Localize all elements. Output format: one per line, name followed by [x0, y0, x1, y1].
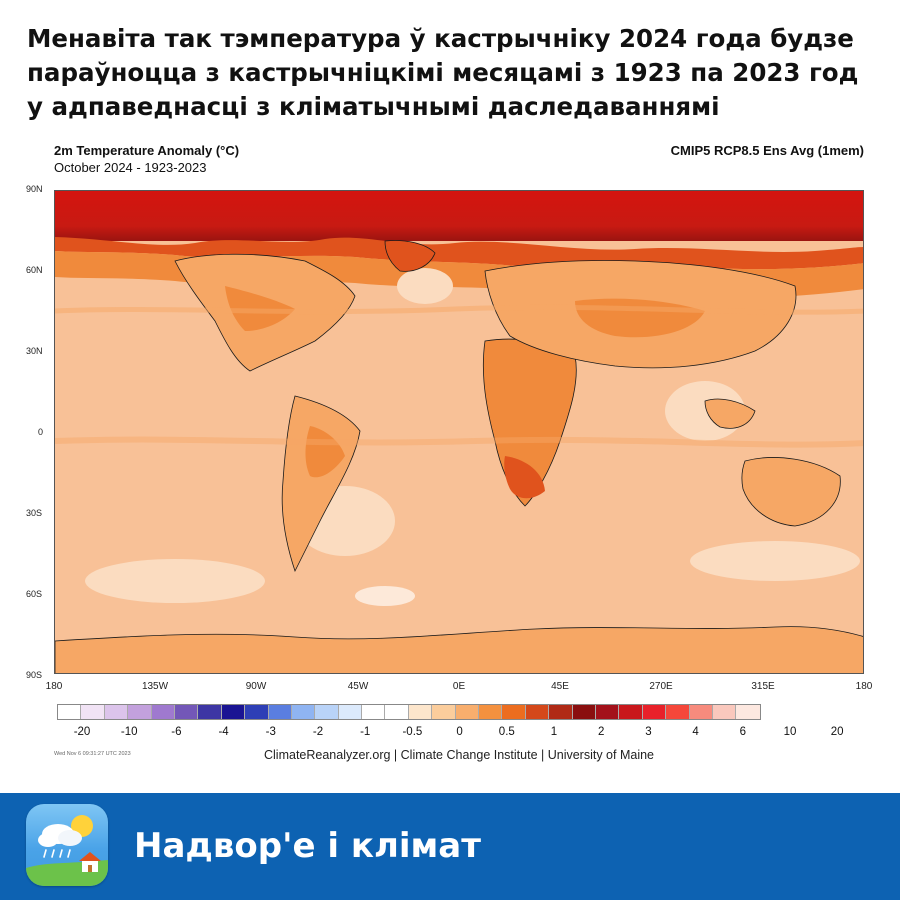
colorbar-swatch	[595, 705, 620, 719]
cool-patch-southern-indian	[690, 541, 860, 581]
colorbar-swatch	[549, 705, 573, 719]
colorbar-label: 6	[739, 726, 746, 738]
lon-label-45w: 45W	[347, 681, 369, 692]
colorbar-label: -4	[218, 726, 229, 738]
south-america-land	[281, 395, 361, 573]
colorbar-swatch	[408, 705, 433, 719]
colorbar-swatch	[58, 705, 82, 719]
contour-band-1	[55, 304, 863, 315]
colorbar-swatch	[479, 705, 503, 719]
map-title: 2m Temperature Anomaly (°C)	[54, 143, 240, 158]
cool-patch-north-atlantic	[397, 268, 453, 304]
colorbar-swatch	[245, 705, 269, 719]
cool-patch-drake-passage	[355, 586, 415, 606]
colorbar-swatch	[151, 705, 175, 719]
colorbar-swatch	[432, 705, 456, 719]
colorbar-swatch	[81, 705, 105, 719]
subarctic-anomaly-band	[55, 237, 863, 270]
lon-label-180-west: 180	[45, 681, 63, 692]
footer-banner: Надвор'е і клімат	[0, 793, 900, 900]
colorbar-label: 2	[597, 726, 605, 738]
colorbar-swatch	[455, 705, 480, 719]
lat-label-90n: 90N	[26, 184, 43, 194]
lat-label-90s: 90S	[26, 670, 43, 680]
lon-label-90w: 90W	[245, 681, 267, 692]
colorbar-swatch	[315, 705, 339, 719]
colorbar-label: -3	[265, 726, 276, 738]
map-model-label: CMIP5 RCP8.5 Ens Avg (1mem)	[670, 143, 864, 158]
colorbar-swatch	[198, 705, 222, 719]
colorbar-label: -20	[73, 726, 91, 738]
colorbar-label: 4	[692, 726, 699, 738]
colorbar-label: -6	[171, 726, 182, 738]
lon-label-270e: 270E	[649, 681, 673, 692]
lon-label-180-east: 180	[855, 681, 873, 692]
colorbar-label: -2	[312, 726, 324, 738]
colorbar-swatch	[619, 705, 643, 719]
colorbar-swatch	[221, 705, 246, 719]
anomaly-map-canvas	[55, 191, 863, 673]
lon-label-315e: 315E	[751, 681, 775, 692]
colorbar-swatch	[362, 705, 386, 719]
arctic-anomaly-band	[55, 191, 863, 241]
colorbar-swatch	[689, 705, 713, 719]
credits: ClimateReanalyzer.org | Climate Change I…	[264, 748, 654, 762]
colorbar-swatch	[736, 705, 760, 719]
footer-title: Надвор'е і клімат	[134, 826, 481, 866]
colorbar-label: 1	[550, 726, 558, 738]
colorbar-swatch	[642, 705, 667, 719]
colorbar-swatch	[128, 705, 152, 719]
map-subtitle: October 2024 - 1923-2023	[54, 160, 207, 175]
south-america-warm-core	[305, 426, 345, 478]
colorbar-label: 10	[783, 726, 797, 738]
colorbar-label: -10	[120, 726, 138, 738]
australia-land	[741, 457, 841, 527]
weather-app-icon	[26, 804, 108, 886]
weather-icon-art	[26, 815, 108, 886]
colorbar-swatch	[525, 705, 550, 719]
temperature-anomaly-figure: 2m Temperature Anomaly (°C) October 2024…	[0, 130, 900, 790]
colorbar-swatch	[268, 705, 292, 719]
colorbar-swatch	[338, 705, 363, 719]
colorbar-label: 20	[830, 726, 844, 738]
headline: Менавіта так тэмпература ў кастрычніку 2…	[27, 24, 859, 121]
rain-icon	[43, 849, 71, 858]
colorbar-label: 0	[456, 726, 463, 738]
greenland-land	[384, 240, 436, 272]
colorbar-swatch	[502, 705, 526, 719]
contour-band-2	[55, 436, 863, 448]
maritime-continent-land	[704, 398, 756, 429]
colorbar-swatch	[291, 705, 316, 719]
colorbar-label: 3	[645, 726, 652, 738]
lat-label-60n: 60N	[26, 265, 43, 275]
anomaly-map	[54, 190, 864, 674]
lat-label-30n: 30N	[26, 346, 43, 356]
lon-label-135w: 135W	[141, 681, 169, 692]
lon-label-0e: 0E	[452, 681, 466, 692]
colorbar-swatch	[572, 705, 596, 719]
antarctica-land	[55, 626, 863, 673]
timestamp: Wed Nov 6 09:31:27 UTC 2023	[54, 751, 131, 757]
colorbar-swatch	[104, 705, 129, 719]
colorbar-swatch	[385, 705, 409, 719]
colorbar	[57, 704, 761, 720]
southern-africa-warm-core	[504, 456, 545, 499]
lat-label-equator: 0	[38, 427, 44, 437]
colorbar-swatch	[174, 705, 199, 719]
lat-label-60s: 60S	[26, 589, 43, 599]
colorbar-swatch	[666, 705, 690, 719]
lat-label-30s: 30S	[26, 508, 43, 518]
lon-label-45e: 45E	[551, 681, 569, 692]
cool-patch-south-pacific	[85, 559, 265, 603]
north-america-warm-core	[225, 286, 295, 331]
colorbar-label: -0.5	[402, 726, 423, 738]
colorbar-swatch	[712, 705, 737, 719]
colorbar-label: -1	[360, 726, 371, 738]
colorbar-label: 0.5	[498, 726, 515, 738]
